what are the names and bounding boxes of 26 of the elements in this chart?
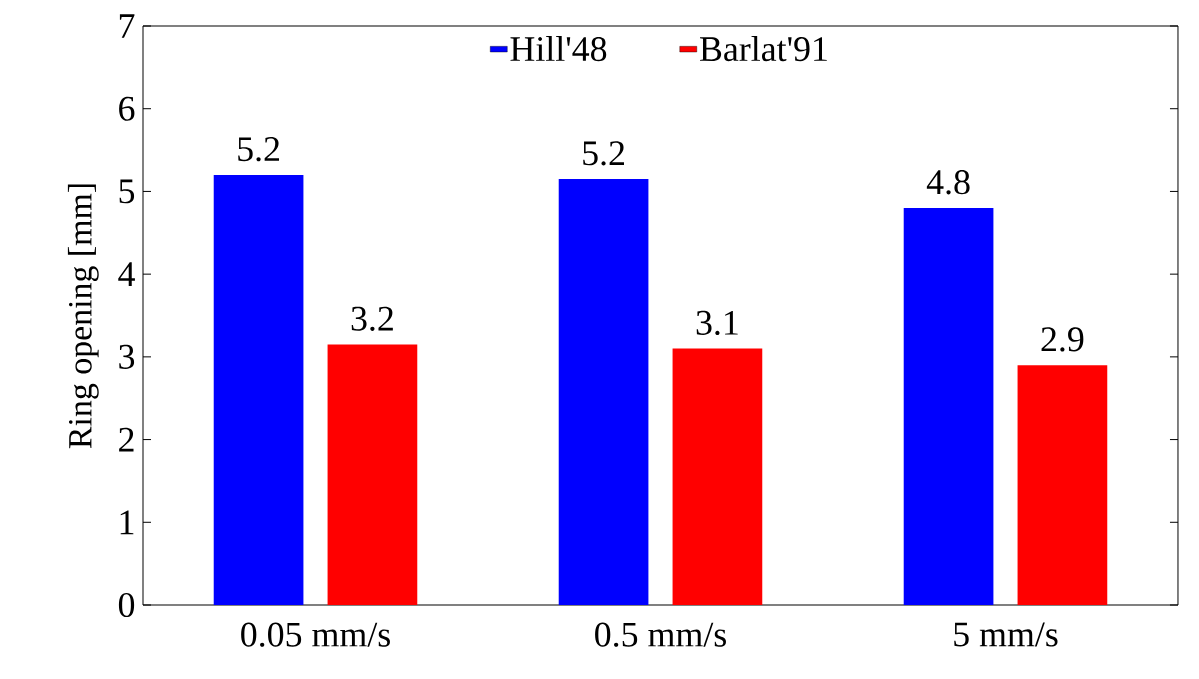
data-label: 3.1 (696, 310, 738, 336)
bar (903, 207, 994, 605)
y-tick-label: 1 (120, 510, 134, 535)
data-label: 5.2 (583, 141, 624, 166)
bar (558, 179, 649, 605)
x-tick-label: 5 mm/s (954, 622, 1058, 647)
data-label: 2.9 (1041, 327, 1084, 352)
bar (327, 344, 418, 605)
legend-label: Hill'48 (510, 35, 607, 62)
x-tick-label: 0.05 mm/s (241, 622, 390, 647)
bar (1017, 365, 1108, 605)
bar (213, 174, 304, 605)
y-tick-label: 6 (119, 96, 135, 121)
data-label: 4.8 (926, 170, 970, 195)
x-tick-label: 0.5 mm/s (595, 622, 726, 647)
y-tick-label: 5 (119, 179, 135, 204)
y-tick-label: 0 (118, 592, 135, 618)
bar (672, 348, 763, 605)
y-axis-title: Ring opening [mm] (67, 184, 99, 449)
data-label: 5.2 (238, 137, 280, 162)
y-tick-label: 4 (118, 262, 135, 286)
y-tick-label: 3 (119, 344, 135, 369)
y-tick-label: 7 (119, 14, 135, 38)
data-label: 3.2 (351, 306, 393, 331)
y-tick-label: 2 (119, 427, 134, 452)
legend-label: Barlat'91 (700, 35, 827, 62)
